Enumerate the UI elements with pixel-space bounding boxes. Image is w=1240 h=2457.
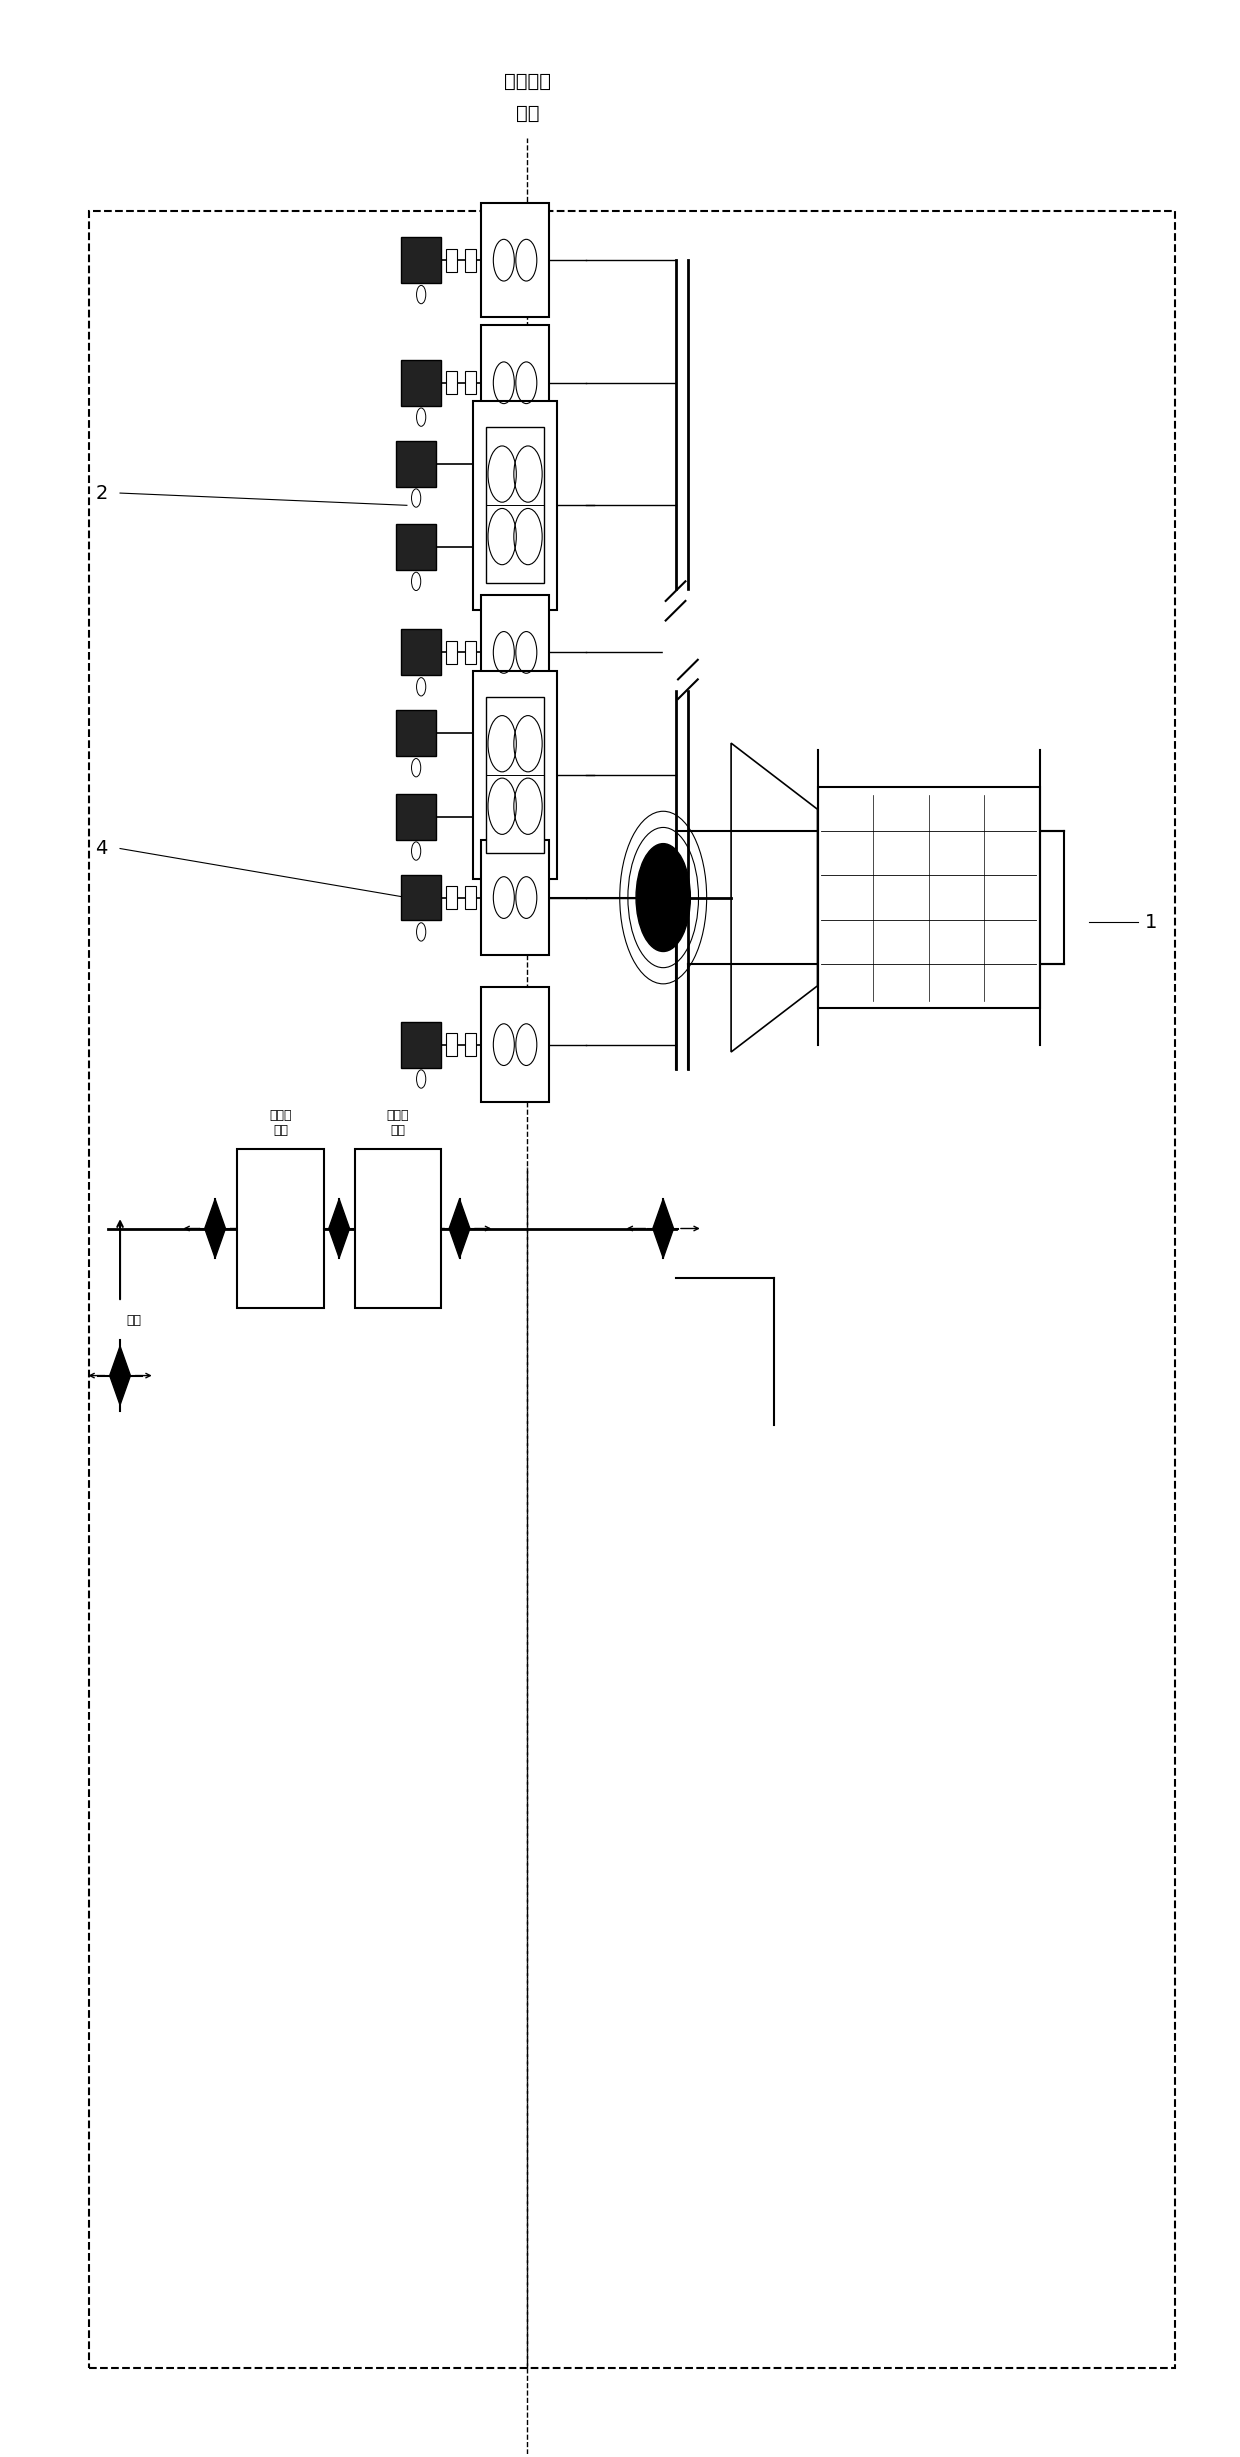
Bar [237, 1150, 324, 1307]
Bar [474, 400, 557, 609]
Polygon shape [652, 1199, 673, 1258]
Bar [817, 786, 1039, 1007]
Bar [402, 875, 441, 921]
Text: 在线冷却: 在线冷却 [503, 71, 551, 91]
Bar [446, 887, 456, 909]
Circle shape [636, 843, 691, 951]
Bar [402, 1022, 441, 1066]
Bar [465, 1034, 476, 1057]
Bar [397, 710, 436, 757]
Bar [481, 595, 549, 710]
Bar [465, 248, 476, 273]
Bar [481, 324, 549, 440]
Bar [355, 1150, 441, 1307]
Bar [446, 371, 456, 393]
Text: 中频感
应炉: 中频感 应炉 [269, 1108, 291, 1138]
Text: 1: 1 [1145, 912, 1157, 931]
Bar [486, 698, 544, 853]
Bar [481, 988, 549, 1101]
Bar [402, 359, 441, 405]
Polygon shape [205, 1199, 226, 1258]
Text: 4: 4 [95, 838, 108, 857]
Bar [465, 641, 476, 663]
Bar [446, 641, 456, 663]
Bar [402, 629, 441, 676]
Bar [446, 1034, 456, 1057]
Bar [481, 840, 549, 956]
Text: 2: 2 [95, 484, 108, 504]
Bar [397, 440, 436, 486]
Bar [465, 371, 476, 393]
Bar [89, 211, 1176, 2369]
Bar [481, 204, 549, 317]
Bar [465, 887, 476, 909]
Text: 控制: 控制 [516, 103, 539, 123]
Polygon shape [329, 1199, 350, 1258]
Bar [486, 428, 544, 582]
Bar [402, 238, 441, 283]
Polygon shape [449, 1199, 470, 1258]
Text: 热扎减
径机: 热扎减 径机 [387, 1108, 409, 1138]
Polygon shape [109, 1346, 130, 1405]
Text: 锤管: 锤管 [126, 1314, 141, 1327]
Bar [474, 671, 557, 880]
Bar [397, 523, 436, 570]
Bar [397, 794, 436, 840]
Bar [446, 248, 456, 273]
